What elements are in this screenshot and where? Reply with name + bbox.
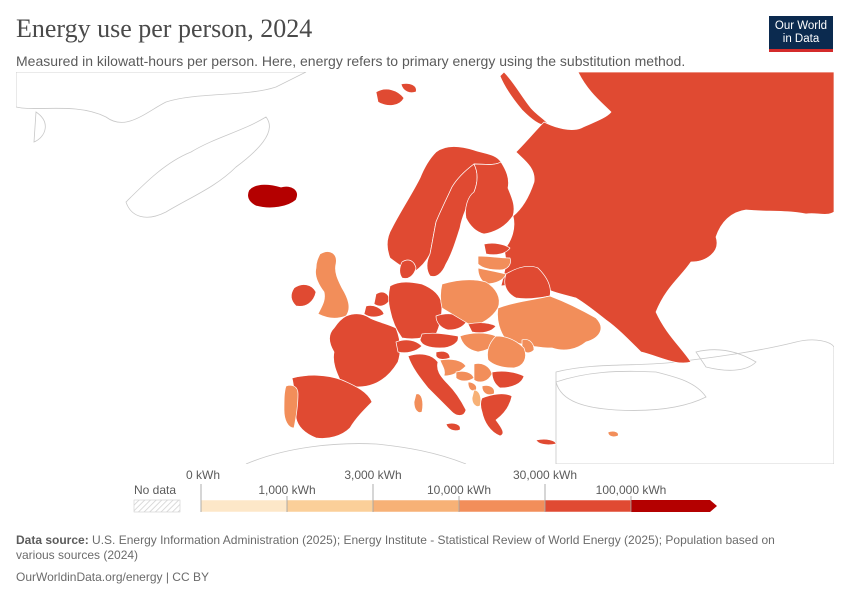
region-poland[interactable]: [440, 279, 500, 327]
region-greece[interactable]: [480, 393, 513, 437]
region-north-macedonia[interactable]: [481, 385, 495, 396]
region-iceland[interactable]: [247, 184, 298, 209]
region-italy[interactable]: [407, 353, 467, 416]
north-africa-outline: [245, 443, 467, 464]
legend-tick-label-100000kwh: 100,000 kWh: [596, 483, 667, 497]
greenland-outline: [16, 72, 307, 123]
footer-source: Data source: U.S. Energy Information Adm…: [16, 533, 816, 563]
middle-east-outline: [555, 339, 834, 464]
region-lithuania[interactable]: [477, 267, 507, 285]
region-slovenia[interactable]: [435, 350, 451, 360]
footer-source-label: Data source:: [16, 533, 89, 547]
region-france[interactable]: [329, 313, 401, 388]
region-svalbard[interactable]: [375, 88, 405, 106]
arctic-island-outline: [33, 111, 46, 143]
region-svalbard-east[interactable]: [400, 83, 417, 94]
legend-bin-4: [544, 499, 632, 513]
region-ireland[interactable]: [290, 284, 317, 307]
region-estonia[interactable]: [483, 242, 511, 256]
turkey-outline: [555, 370, 707, 411]
legend-no-data-label: No data: [134, 483, 176, 497]
region-netherlands[interactable]: [373, 291, 391, 307]
legend-bin-1: [286, 499, 374, 513]
region-novaya-zemlya[interactable]: [499, 72, 551, 127]
region-slovakia[interactable]: [467, 322, 497, 334]
region-cyprus[interactable]: [607, 430, 619, 438]
region-united-kingdom[interactable]: [315, 251, 350, 319]
region-switzerland[interactable]: [395, 339, 423, 354]
region-russia[interactable]: [500, 72, 834, 364]
logo-line-1: Our World: [774, 20, 828, 32]
footer-url-license[interactable]: OurWorldinData.org/energy | CC BY: [16, 570, 209, 584]
legend-bins: [200, 499, 717, 513]
region-finland[interactable]: [465, 161, 515, 235]
greenland-coast-outline: [125, 116, 270, 218]
region-portugal[interactable]: [283, 384, 299, 429]
legend-tick-label-0kwh: 0 kWh: [186, 468, 220, 482]
region-montenegro[interactable]: [467, 381, 477, 392]
region-bosnia[interactable]: [455, 370, 475, 382]
legend-tick-label-30000kwh: 30,000 kWh: [513, 468, 577, 482]
map-legend: No data 0 kWh 3,000 kWh 30,000 kWh 1,000…: [133, 468, 717, 513]
region-romania[interactable]: [487, 335, 526, 369]
region-albania[interactable]: [471, 389, 482, 407]
legend-no-data-swatch: [133, 499, 181, 513]
region-crete[interactable]: [535, 438, 557, 446]
legend-bin-5: [631, 500, 717, 512]
chart-subtitle: Measured in kilowatt-hours per person. H…: [16, 53, 686, 69]
europe-map[interactable]: [16, 72, 834, 464]
region-serbia[interactable]: [473, 363, 493, 383]
owid-logo[interactable]: Our World in Data: [769, 16, 833, 52]
legend-tick-label-1000kwh: 1,000 kWh: [258, 483, 315, 497]
legend-bin-2: [372, 499, 460, 513]
region-latvia[interactable]: [477, 255, 511, 271]
region-sardinia[interactable]: [413, 393, 424, 413]
legend-bin-0: [200, 499, 288, 513]
region-bulgaria[interactable]: [491, 370, 525, 389]
region-belgium[interactable]: [363, 305, 385, 318]
caucasus-outline: [695, 349, 757, 371]
legend-tick-label-3000kwh: 3,000 kWh: [344, 468, 401, 482]
chart-title: Energy use per person, 2024: [16, 14, 313, 43]
logo-line-2: in Data: [782, 33, 820, 45]
footer-source-text: U.S. Energy Information Administration (…: [16, 533, 775, 562]
region-denmark[interactable]: [399, 259, 417, 279]
region-sicily[interactable]: [445, 422, 461, 432]
region-austria[interactable]: [419, 332, 459, 349]
legend-tick-label-10000kwh: 10,000 kWh: [427, 483, 491, 497]
legend-bin-3: [458, 499, 546, 513]
